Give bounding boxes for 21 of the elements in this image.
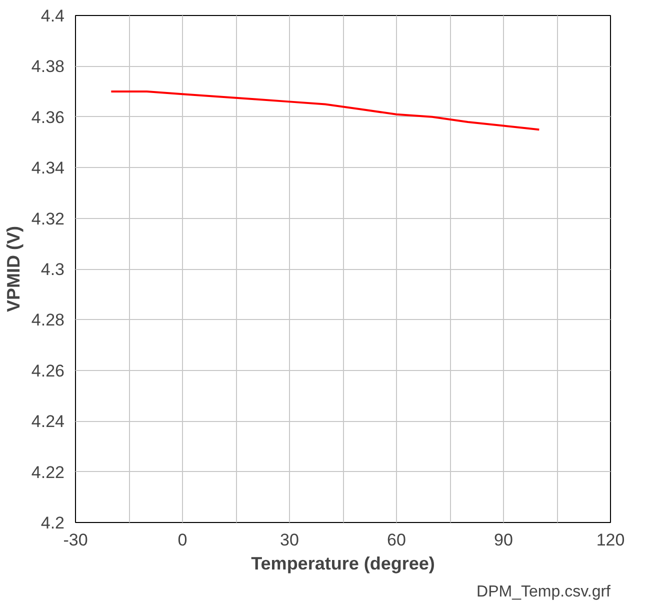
y-tick-label: 4.26: [31, 361, 65, 380]
y-tick-label: 4.32: [31, 209, 65, 228]
y-tick-label: 4.36: [31, 108, 65, 127]
y-tick-label: 4.22: [31, 462, 65, 482]
y-tick-label: 4.24: [31, 412, 65, 432]
line-series: [110, 90, 540, 131]
y-axis-title: VPMID (V): [3, 226, 24, 312]
y-tick-label: 4.28: [31, 310, 65, 330]
x-tick-label: -30: [63, 530, 88, 550]
y-tick-label: 4.3: [40, 260, 65, 279]
y-tick-label: 4.4: [40, 6, 65, 26]
x-tick-label: 120: [596, 530, 625, 550]
x-tick-label: 0: [178, 530, 188, 550]
x-tick-label: 60: [387, 530, 406, 550]
x-tick-label: 30: [280, 530, 299, 550]
x-axis-title: Temperature (degree): [251, 554, 435, 574]
y-tick-label: 4.38: [31, 57, 65, 76]
y-tick-label: 4.2: [40, 514, 65, 532]
x-tick-label: 90: [494, 530, 513, 550]
text: DPM_Temp.csv.grf: [476, 584, 612, 600]
y-tick-label: 4.34: [31, 158, 65, 178]
